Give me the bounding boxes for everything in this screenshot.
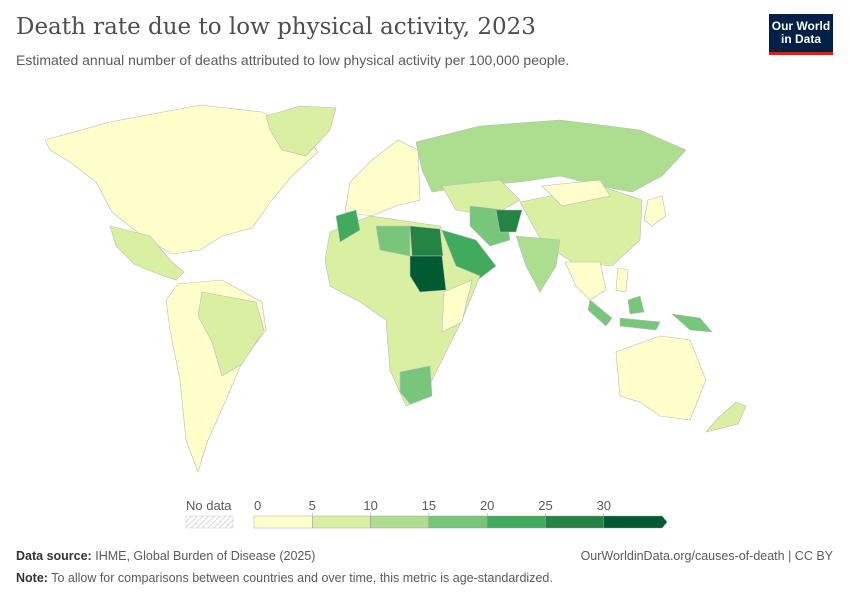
country-east-africa[interactable] xyxy=(441,279,473,333)
legend-bin[interactable] xyxy=(603,515,668,529)
country-indonesia[interactable] xyxy=(587,295,661,331)
legend-no-data-swatch xyxy=(185,515,234,529)
country-russia[interactable] xyxy=(415,119,687,193)
country-japan[interactable] xyxy=(643,195,667,227)
legend-tick-label: 10 xyxy=(363,498,377,513)
source-label: Data source: xyxy=(16,549,92,563)
legend-bin[interactable] xyxy=(487,515,546,529)
country-mongolia[interactable] xyxy=(541,179,611,207)
legend-tick-label: 0 xyxy=(254,498,261,513)
world-map[interactable] xyxy=(0,90,850,480)
owid-logo[interactable]: Our World in Data xyxy=(769,14,833,55)
country-greenland[interactable] xyxy=(265,105,337,157)
legend-no-data-label: No data xyxy=(186,498,232,513)
country-mexico[interactable] xyxy=(109,225,185,281)
country-new-zealand[interactable] xyxy=(705,401,747,433)
country-south-africa[interactable] xyxy=(399,365,433,405)
legend-bin[interactable] xyxy=(370,515,430,529)
country-europe[interactable] xyxy=(344,139,421,217)
country-north-america[interactable] xyxy=(44,104,319,255)
country-papua-new-guinea[interactable] xyxy=(671,313,713,333)
note-label: Note: xyxy=(16,571,48,585)
legend-bin[interactable] xyxy=(545,515,604,529)
logo-line-1: Our World xyxy=(771,19,831,33)
chart-title: Death rate due to low physical activity,… xyxy=(16,14,536,40)
legend-tick-label: 5 xyxy=(309,498,316,513)
country-morocco[interactable] xyxy=(335,209,361,243)
country-southeast-asia[interactable] xyxy=(564,261,629,301)
legend-bin[interactable] xyxy=(253,515,313,529)
chart-subtitle: Estimated annual number of deaths attrib… xyxy=(16,52,570,68)
legend-bin[interactable] xyxy=(428,515,488,529)
source-url-link[interactable]: OurWorldinData.org/causes-of-death | CC … xyxy=(580,549,833,563)
country-sudan[interactable] xyxy=(409,255,447,293)
country-india[interactable] xyxy=(515,235,561,293)
country-brazil[interactable] xyxy=(197,291,265,377)
legend-bin[interactable] xyxy=(312,515,371,529)
note-text: To allow for comparisons between countri… xyxy=(51,571,553,585)
legend-tick-label: 25 xyxy=(538,498,552,513)
note: Note: To allow for comparisons between c… xyxy=(16,571,553,585)
data-source: Data source: IHME, Global Burden of Dise… xyxy=(16,549,315,563)
country-afghanistan[interactable] xyxy=(495,209,523,233)
country-egypt[interactable] xyxy=(409,225,444,257)
logo-line-2: in Data xyxy=(780,32,821,46)
country-kazakhstan[interactable] xyxy=(441,179,521,217)
legend-tick-label: 15 xyxy=(422,498,436,513)
legend-tick-label: 30 xyxy=(597,498,611,513)
legend-tick-label: 20 xyxy=(480,498,494,513)
country-australia[interactable] xyxy=(615,335,707,421)
source-text: IHME, Global Burden of Disease (2025) xyxy=(95,549,316,563)
